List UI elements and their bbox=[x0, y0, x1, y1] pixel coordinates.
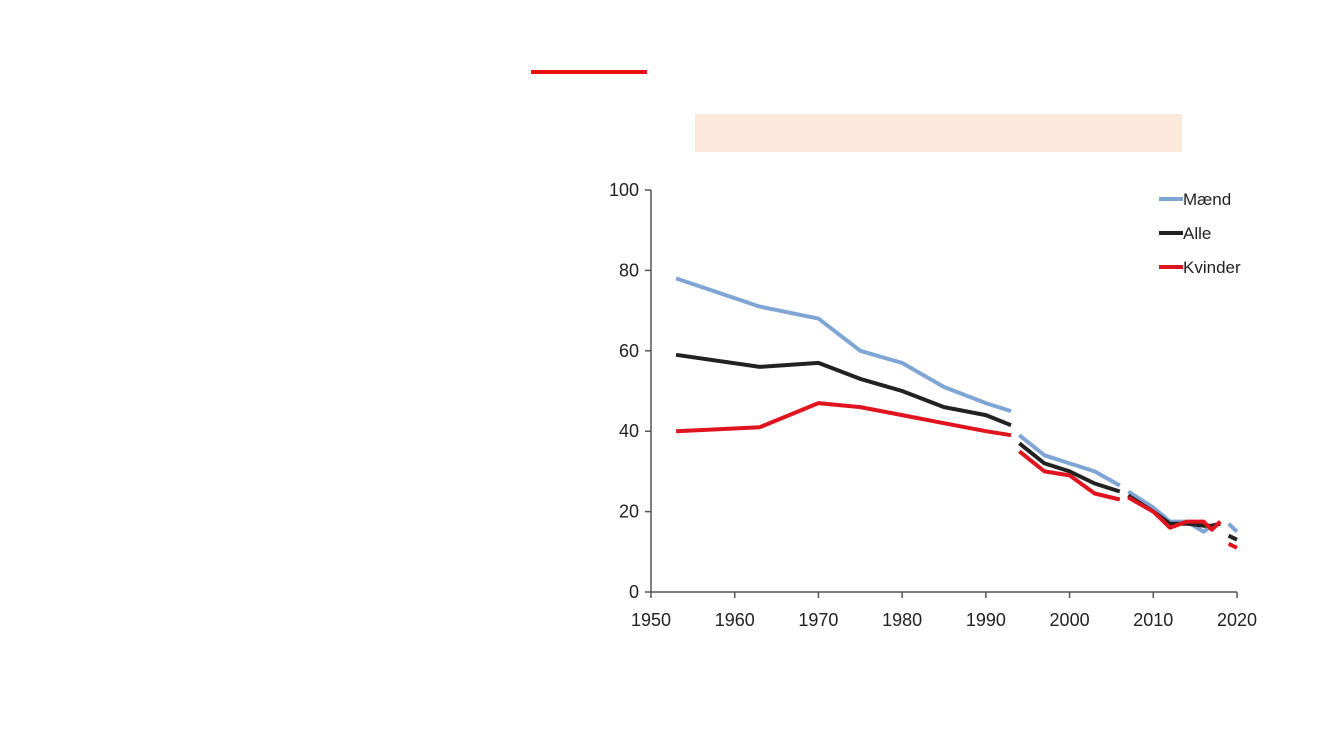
legend-label-kvinder: Kvinder bbox=[1183, 258, 1241, 277]
series-line-maend bbox=[675, 276, 1012, 414]
series-line-kvinder bbox=[1227, 541, 1238, 550]
series-line-maend bbox=[1227, 522, 1239, 534]
legend-label-alle: Alle bbox=[1183, 224, 1211, 243]
title-placeholder-box bbox=[695, 114, 1182, 152]
x-tick-label: 1960 bbox=[715, 610, 755, 630]
x-tick-label: 2000 bbox=[1050, 610, 1090, 630]
x-tick-label: 2020 bbox=[1217, 610, 1257, 630]
series-line-maend bbox=[1018, 433, 1121, 488]
y-tick-label: 0 bbox=[629, 582, 639, 602]
series-line-alle bbox=[675, 352, 1012, 428]
series-line-kvinder bbox=[676, 401, 1012, 438]
x-tick-label: 2010 bbox=[1133, 610, 1173, 630]
y-tick-label: 60 bbox=[619, 341, 639, 361]
x-tick-label: 1980 bbox=[882, 610, 922, 630]
series-line-kvinder bbox=[1127, 495, 1222, 532]
x-tick-label: 1950 bbox=[631, 610, 671, 630]
x-tick-label: 1990 bbox=[966, 610, 1006, 630]
title-accent-bar bbox=[531, 70, 647, 74]
y-tick-label: 100 bbox=[609, 180, 639, 200]
y-tick-label: 40 bbox=[619, 421, 639, 441]
series-line-kvinder bbox=[1018, 449, 1121, 502]
series-line-alle bbox=[1227, 533, 1238, 542]
series-line-alle bbox=[1018, 441, 1121, 494]
y-tick-label: 80 bbox=[619, 260, 639, 280]
x-tick-label: 1970 bbox=[798, 610, 838, 630]
legend-label-maend: Mænd bbox=[1183, 190, 1231, 209]
y-tick-label: 20 bbox=[619, 502, 639, 522]
